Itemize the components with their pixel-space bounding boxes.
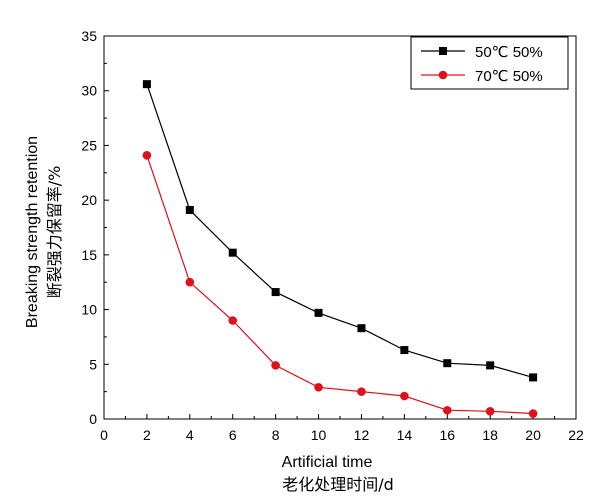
x-tick-label: 20 (525, 427, 541, 443)
data-point-square (529, 373, 538, 382)
data-point-circle (357, 387, 366, 396)
x-tick-label: 16 (439, 427, 455, 443)
data-point-square (228, 248, 237, 257)
data-point-square (486, 361, 495, 370)
data-point-square (142, 80, 151, 89)
data-point-square (314, 308, 323, 317)
data-point-circle (442, 405, 452, 415)
y-tick-label: 35 (81, 28, 97, 44)
data-point-square (357, 324, 366, 333)
plot-area-frame (103, 35, 577, 420)
legend-label: 70℃ 50% (475, 68, 543, 85)
y-axis-ticks: 0 5 10 15 20 25 30 35 (81, 28, 109, 427)
data-point-circle (228, 316, 238, 325)
x-axis-label-chinese: 老化处理时间/d (282, 475, 394, 494)
x-tick-label: 10 (311, 427, 327, 443)
legend-marker-circle (438, 70, 448, 80)
x-axis-label: Artificial time (282, 454, 373, 471)
data-point-circle (528, 409, 538, 418)
x-tick-label: 12 (354, 427, 370, 443)
y-axis-label: Breaking strength retention (24, 136, 41, 328)
data-point-circle (314, 382, 323, 392)
series-2 (142, 150, 538, 418)
x-tick-label: 14 (397, 427, 413, 443)
data-point-square (443, 359, 452, 368)
x-tick-label: 6 (229, 427, 237, 443)
y-tick-label: 25 (81, 137, 97, 153)
data-point-square (185, 205, 194, 214)
series-line (146, 155, 534, 415)
series-line (146, 83, 534, 378)
series-1 (142, 80, 538, 382)
x-tick-label: 0 (100, 427, 108, 443)
data-point-circle (400, 391, 409, 401)
legend-marker-square (439, 47, 447, 55)
x-tick-label: 4 (186, 427, 194, 443)
data-point-circle (485, 407, 495, 416)
y-tick-label: 15 (81, 247, 97, 263)
legend: 50℃ 50% 70℃ 50% (410, 36, 569, 90)
data-point-square (271, 288, 280, 297)
y-tick-label: 10 (81, 302, 97, 318)
y-axis-label-chinese: 断裂强力保留率/% (45, 166, 64, 299)
x-axis-ticks: 0 2 4 6 8 10 12 14 16 18 20 22 (100, 414, 584, 443)
legend-item-1: 50℃ 50% (421, 44, 543, 61)
y-tick-label: 30 (81, 83, 97, 99)
y-tick-label: 20 (81, 192, 97, 208)
legend-item-2: 70℃ 50% (421, 68, 543, 85)
x-tick-label: 2 (143, 427, 151, 443)
y-tick-label: 5 (89, 356, 97, 372)
series-layer (142, 80, 538, 418)
x-tick-label: 8 (272, 427, 280, 443)
data-point-square (400, 346, 409, 355)
x-tick-label: 18 (482, 427, 498, 443)
y-tick-label: 0 (89, 411, 97, 427)
data-point-circle (271, 361, 280, 370)
data-point-circle (185, 277, 195, 287)
data-point-circle (142, 150, 152, 160)
x-tick-label: 22 (568, 427, 584, 443)
legend-label: 50℃ 50% (475, 44, 543, 61)
